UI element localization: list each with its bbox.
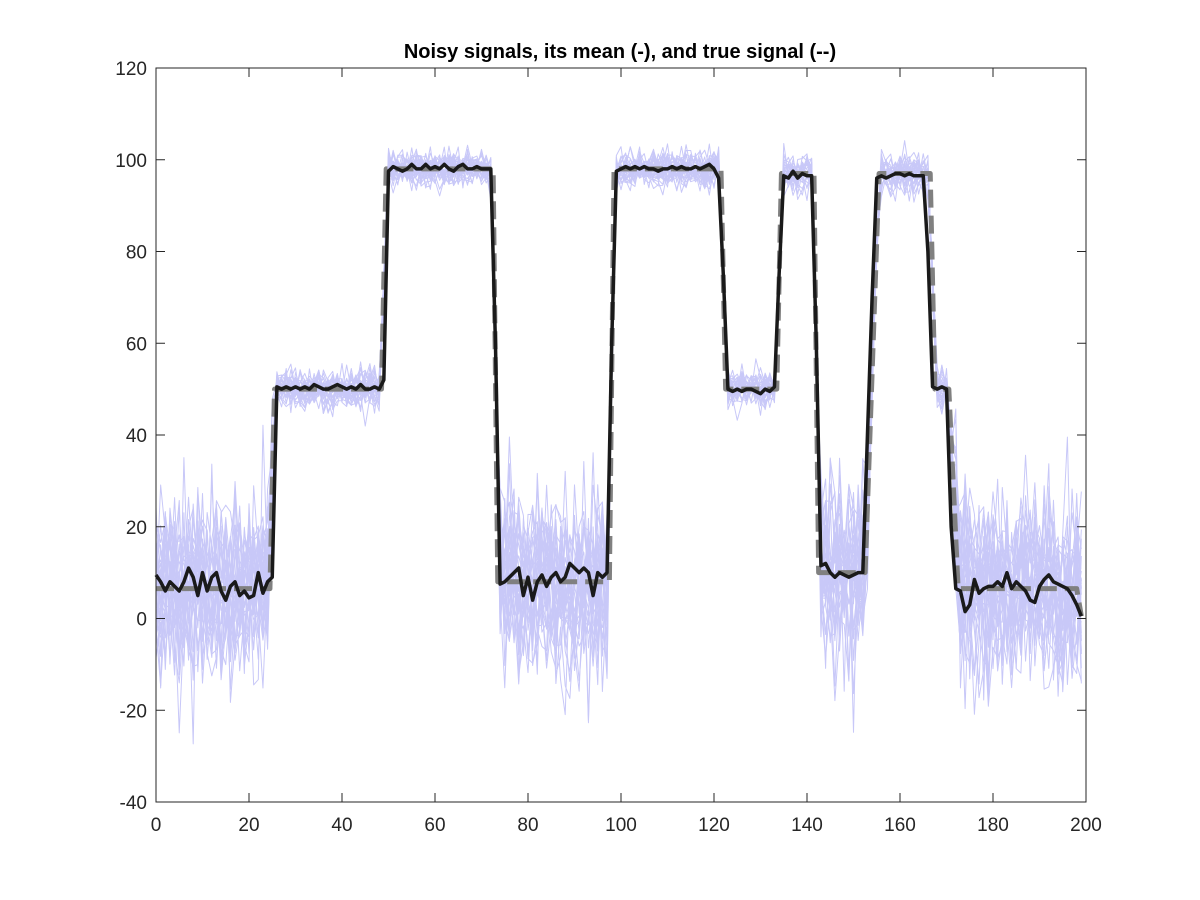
noisy-signal-line (155, 149, 1082, 693)
x-tick-label: 60 (424, 815, 445, 836)
noisy-signals-layer (155, 140, 1082, 745)
noisy-signal-line (155, 143, 1082, 745)
x-tick-label: 80 (517, 815, 538, 836)
noisy-signal-line (155, 149, 1082, 684)
noisy-signal-line (155, 156, 1082, 689)
x-tick-label: 100 (605, 815, 637, 836)
y-tick-label: -40 (120, 793, 147, 814)
true-signal-line (156, 166, 1084, 617)
noisy-signal-line (155, 144, 1082, 702)
noisy-signal-line (155, 151, 1082, 697)
noisy-signal-line (155, 154, 1082, 733)
noisy-signal-line (155, 149, 1082, 692)
noisy-signal-line (155, 153, 1082, 734)
x-tick-label: 140 (791, 815, 823, 836)
noisy-signal-line (155, 147, 1082, 710)
x-tick-label: 200 (1070, 815, 1102, 836)
y-tick-label: 40 (126, 426, 147, 447)
y-tick-label: -20 (120, 701, 147, 722)
y-tick-label: 60 (126, 334, 147, 355)
noisy-signal-line (155, 146, 1082, 686)
noisy-signal-line (155, 151, 1082, 707)
noisy-signal-line (155, 144, 1082, 685)
noisy-signal-line (155, 145, 1082, 722)
noisy-signal-line (155, 146, 1082, 703)
axes: 0 20 40 60 80 100 120 140 160 180 200 -40 -20 0 20 40 60… (115, 59, 1102, 836)
noisy-signal-line (155, 146, 1082, 692)
y-tick-label: 80 (126, 243, 147, 264)
x-tick-label: 180 (977, 815, 1009, 836)
x-tick-label: 120 (698, 815, 730, 836)
y-tick-label: 0 (136, 610, 147, 631)
y-tick-label: 120 (115, 59, 147, 80)
noisy-signal-line (155, 153, 1082, 689)
noisy-signal-line (155, 146, 1082, 686)
y-tick-label: 20 (126, 518, 147, 539)
noisy-signal-line (155, 152, 1082, 724)
noisy-signal-line (155, 150, 1082, 715)
noisy-signal-line (155, 152, 1082, 716)
true-signal-layer (156, 166, 1084, 617)
noisy-signal-line (155, 145, 1082, 681)
mean-signal-line (154, 162, 1083, 617)
noisy-signal-line (155, 148, 1082, 699)
noisy-signal-line (155, 149, 1082, 682)
noisy-signal-line (155, 146, 1082, 699)
x-tick-label: 40 (331, 815, 352, 836)
noisy-signal-line (155, 140, 1082, 689)
mean-signal-layer (154, 162, 1083, 617)
x-tick-label: 160 (884, 815, 916, 836)
noisy-signal-line (155, 148, 1082, 682)
x-tick-label: 0 (151, 815, 162, 836)
noisy-signal-line (155, 143, 1082, 695)
noisy-signal-line (155, 147, 1082, 686)
y-tick-label: 100 (115, 151, 147, 172)
chart-title: Noisy signals, its mean (-), and true si… (404, 41, 836, 63)
x-tick-label: 20 (238, 815, 259, 836)
